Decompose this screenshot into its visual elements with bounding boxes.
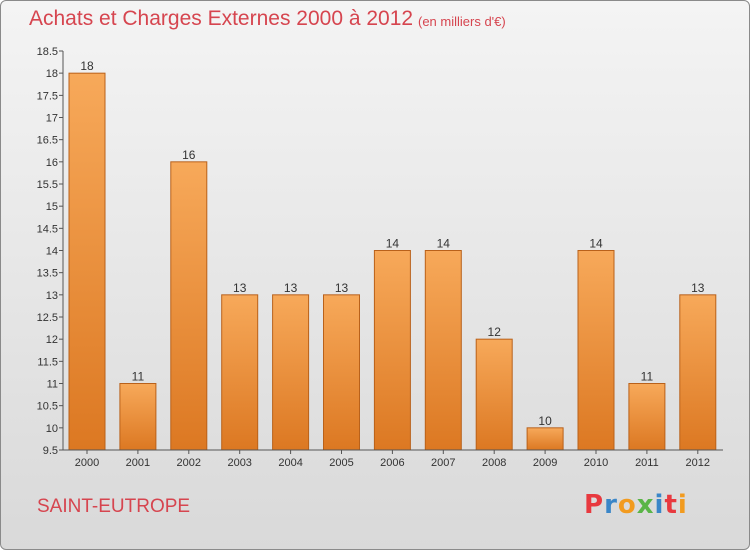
x-tick-label: 2001 — [126, 457, 150, 469]
x-tick-label: 2012 — [686, 457, 710, 469]
x-axis: 2000 2001 2002 2003 2004 2005 2006 2007 2008 2009… — [63, 449, 723, 469]
logo-letter: t — [664, 490, 678, 520]
bar-2006 — [373, 250, 411, 451]
x-tick-label: 2011 — [635, 457, 659, 469]
bar-value-label: 18 — [80, 59, 94, 73]
x-tick-label: 2008 — [482, 457, 506, 469]
logo-letter: x — [636, 490, 655, 520]
logo-letter: i — [654, 490, 665, 520]
bar-value-label: 12 — [488, 325, 502, 339]
bar-2002 — [170, 161, 208, 451]
bar-2001 — [119, 383, 157, 451]
bar-value-label: 14 — [589, 237, 603, 251]
bar-value-label: 13 — [335, 281, 349, 295]
y-tick-label: 10 — [46, 423, 58, 435]
bar-value-label: 13 — [691, 281, 705, 295]
chart-subtitle: (en milliers d'€) — [418, 14, 506, 29]
bar-value-label: 13 — [233, 281, 247, 295]
y-tick-label: 15.5 — [37, 179, 58, 191]
bars: 18 11 16 13 13 13 14 14 12 10 14 11 13 — [68, 59, 717, 451]
y-tick-label: 11.5 — [37, 356, 58, 368]
bar-2003 — [221, 294, 259, 451]
bar-value-label: 14 — [437, 237, 451, 251]
y-axis: 9.5 10 10.5 11 11.5 12 12.5 13 13.5 14 14.5 15 15.5 1… — [37, 46, 64, 457]
y-tick-label: 13 — [46, 290, 58, 302]
y-tick-label: 15 — [46, 201, 58, 213]
y-tick-label: 12.5 — [37, 312, 58, 324]
y-tick-label: 17 — [46, 113, 58, 125]
bar-2010 — [577, 250, 615, 451]
bar-2012 — [679, 294, 717, 451]
bar-2005 — [323, 294, 360, 451]
y-tick-label: 14.5 — [37, 223, 58, 235]
logo-letter: P — [584, 490, 605, 520]
y-tick-label: 9.5 — [43, 445, 58, 457]
y-tick-label: 14 — [46, 246, 58, 258]
y-tick-label: 17.5 — [37, 90, 58, 102]
y-tick-label: 13.5 — [37, 268, 58, 280]
y-tick-label: 10.5 — [37, 401, 58, 413]
y-tick-label: 11 — [47, 379, 58, 391]
chart-title: Achats et Charges Externes 2000 à 2012 — [29, 7, 414, 30]
proxiti-logo: Proxiti — [584, 490, 688, 520]
y-tick-label: 16 — [46, 157, 58, 169]
bar-2007 — [424, 250, 462, 451]
bar-2000 — [68, 72, 106, 451]
x-tick-label: 2010 — [584, 457, 608, 469]
bar-2011 — [628, 383, 666, 451]
bar-value-label: 16 — [182, 148, 196, 162]
bar-2008 — [475, 338, 513, 451]
bar-2004 — [272, 294, 310, 451]
x-tick-label: 2000 — [75, 457, 99, 469]
x-tick-label: 2003 — [227, 457, 251, 469]
bar-2009 — [526, 427, 564, 451]
bar-value-label: 10 — [538, 414, 552, 428]
bar-value-label: 11 — [132, 370, 145, 384]
logo-letter: o — [617, 490, 637, 520]
logo-letter: r — [604, 490, 618, 520]
y-tick-label: 16.5 — [37, 135, 58, 147]
x-tick-label: 2009 — [533, 457, 557, 469]
y-tick-label: 18 — [46, 68, 58, 80]
x-tick-label: 2005 — [329, 457, 353, 469]
logo-letter: i — [677, 490, 688, 520]
y-tick-label: 12 — [46, 334, 58, 346]
bar-value-label: 11 — [641, 370, 654, 384]
bar-value-label: 13 — [284, 281, 298, 295]
x-tick-label: 2002 — [177, 457, 201, 469]
commune-name: SAINT-EUTROPE — [37, 496, 191, 517]
x-tick-label: 2007 — [431, 457, 455, 469]
bar-value-label: 14 — [386, 237, 400, 251]
x-tick-label: 2006 — [380, 457, 404, 469]
x-tick-label: 2004 — [278, 457, 302, 469]
y-tick-label: 18.5 — [37, 46, 58, 58]
